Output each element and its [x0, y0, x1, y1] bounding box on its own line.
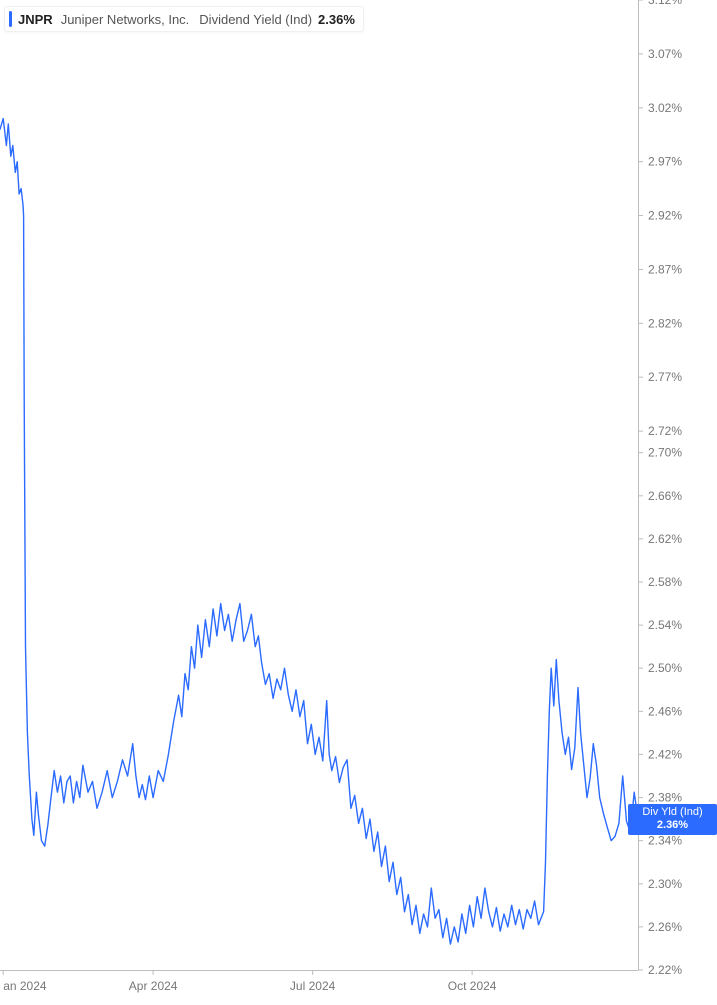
tag-value: 2.36% [634, 819, 711, 832]
svg-text:Apr 2024: Apr 2024 [129, 979, 178, 993]
svg-text:Oct 2024: Oct 2024 [448, 979, 497, 993]
company-name: Juniper Networks, Inc. [61, 12, 190, 27]
svg-text:an 2024: an 2024 [3, 979, 47, 993]
metric-name: Dividend Yield (Ind) [199, 12, 312, 27]
chart-container: JNPR Juniper Networks, Inc. Dividend Yie… [0, 0, 717, 1005]
svg-text:2.50%: 2.50% [648, 661, 682, 675]
svg-text:2.54%: 2.54% [648, 618, 682, 632]
series-line [0, 119, 638, 945]
metric-value: 2.36% [318, 12, 355, 27]
svg-text:2.22%: 2.22% [648, 963, 682, 977]
svg-text:2.34%: 2.34% [648, 834, 682, 848]
svg-text:2.42%: 2.42% [648, 747, 682, 761]
tag-label: Div Yld (Ind) [634, 806, 711, 819]
svg-text:2.46%: 2.46% [648, 704, 682, 718]
line-chart[interactable]: 3.12% 3.07% 3.02% 2.97% 2.92% 2.87% 2.82% 2.77%… [0, 0, 717, 1005]
last-value-tag: Div Yld (Ind) 2.36% [628, 804, 717, 835]
svg-text:2.77%: 2.77% [648, 370, 682, 384]
svg-text:2.58%: 2.58% [648, 575, 682, 589]
svg-text:3.02%: 3.02% [648, 101, 682, 115]
svg-text:2.87%: 2.87% [648, 262, 682, 276]
svg-text:2.70%: 2.70% [648, 446, 682, 460]
ticker-symbol: JNPR [18, 12, 53, 27]
svg-text:2.66%: 2.66% [648, 489, 682, 503]
svg-text:2.30%: 2.30% [648, 877, 682, 891]
svg-text:2.92%: 2.92% [648, 209, 682, 223]
ticker-header[interactable]: JNPR Juniper Networks, Inc. Dividend Yie… [4, 6, 364, 32]
svg-text:3.12%: 3.12% [648, 0, 682, 7]
svg-text:3.07%: 3.07% [648, 47, 682, 61]
svg-text:2.26%: 2.26% [648, 920, 682, 934]
svg-text:2.72%: 2.72% [648, 424, 682, 438]
svg-text:2.97%: 2.97% [648, 155, 682, 169]
svg-text:2.82%: 2.82% [648, 316, 682, 330]
svg-text:2.62%: 2.62% [648, 532, 682, 546]
svg-text:2.38%: 2.38% [648, 791, 682, 805]
svg-text:Jul 2024: Jul 2024 [290, 979, 336, 993]
ticker-color-mark [9, 11, 12, 27]
